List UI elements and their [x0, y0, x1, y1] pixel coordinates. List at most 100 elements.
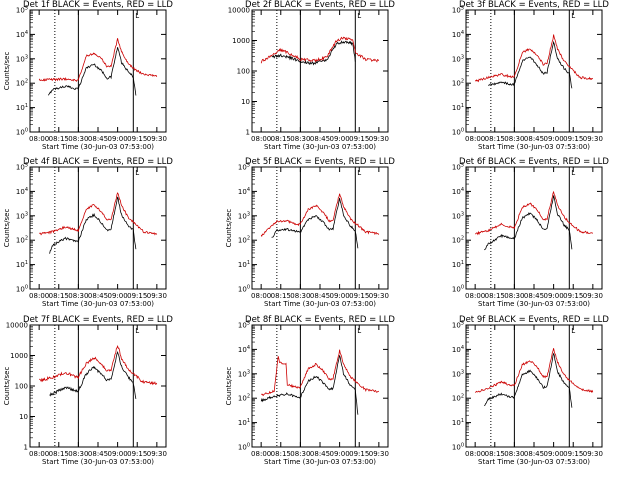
y-tick-label: 101 [452, 418, 464, 427]
x-tick-label: 08:45 [310, 450, 330, 458]
y-tick-label: 1 [246, 129, 250, 137]
x-tick-label: 09:00 [544, 292, 564, 300]
x-tick-label: 08:00 [29, 450, 49, 458]
x-tick-label: 08:00 [465, 292, 485, 300]
x-tick-label: 09:00 [108, 450, 128, 458]
y-tick-label: 10 [19, 413, 28, 421]
y-tick-label: 102 [16, 79, 28, 88]
x-tick-label: 08:30 [504, 292, 524, 300]
x-tick-label: 08:15 [271, 292, 291, 300]
y-tick-label: 104 [238, 187, 250, 196]
lld-series-line [38, 38, 158, 83]
x-tick-label: 09:15 [127, 292, 147, 300]
x-tick-label: 08:15 [271, 450, 291, 458]
x-tick-label: 08:45 [310, 292, 330, 300]
panel-title: Det 2f BLACK = Events, RED = LLD [245, 0, 395, 10]
x-tick-label: 09:00 [108, 135, 128, 143]
plot-frame [29, 324, 167, 448]
x-tick-label: 09:00 [544, 135, 564, 143]
x-tick-label: 08:45 [88, 135, 108, 143]
events-series-line [47, 47, 137, 96]
plot-frame [29, 9, 167, 133]
y-tick-label: 100 [238, 285, 250, 294]
lld-series-line [39, 192, 158, 236]
events-series-line [484, 352, 573, 408]
events-series-line [484, 195, 573, 251]
x-axis-label: Start Time (30-Jun-03 07:53:00) [42, 143, 154, 151]
y-tick-label: 103 [16, 211, 28, 220]
x-tick-label: 09:00 [330, 135, 350, 143]
x-tick-label: 08:00 [251, 292, 271, 300]
y-axis-label: Counts/sec [3, 52, 11, 91]
x-axis-label: Start Time (30-Jun-03 07:53:00) [478, 143, 590, 151]
flag-label: L [571, 327, 575, 335]
y-tick-label: 1000 [232, 37, 250, 45]
detector-panel: Det 3f BLACK = Events, RED = LLD 100 101 10… [452, 0, 610, 151]
x-tick-label: 08:30 [68, 450, 88, 458]
x-tick-label: 09:30 [583, 450, 603, 458]
y-tick-label: 102 [238, 236, 250, 245]
plot-frame [465, 166, 603, 290]
x-tick-label: 09:15 [127, 450, 147, 458]
flag-label: L [135, 327, 139, 335]
x-tick-label: 09:30 [369, 135, 389, 143]
y-tick-label: 100 [238, 443, 250, 452]
y-tick-label: 101 [16, 103, 28, 112]
x-tick-label: 08:30 [290, 450, 310, 458]
lld-series-line [260, 36, 380, 64]
y-tick-label: 102 [452, 79, 464, 88]
panel-title: Det 5f BLACK = Events, RED = LLD [245, 157, 395, 167]
y-axis-label: Counts/sec [225, 209, 233, 248]
x-tick-label: 09:30 [583, 135, 603, 143]
y-tick-label: 1000 [10, 352, 28, 360]
x-tick-label: 08:45 [524, 292, 544, 300]
flag-label: L [571, 169, 575, 177]
flag-label: L [357, 169, 361, 177]
events-series-line [49, 196, 137, 254]
x-tick-label: 09:00 [330, 450, 350, 458]
x-axis-label: Start Time (30-Jun-03 07:53:00) [264, 300, 376, 308]
x-tick-label: 09:30 [147, 292, 167, 300]
x-tick-label: 08:15 [49, 135, 69, 143]
x-tick-label: 08:30 [290, 135, 310, 143]
y-tick-label: 105 [16, 6, 28, 15]
events-series-line [487, 40, 573, 89]
y-tick-label: 104 [16, 187, 28, 196]
x-tick-label: 09:15 [349, 450, 369, 458]
y-tick-label: 105 [452, 163, 464, 172]
y-tick-label: 10 [241, 98, 250, 106]
panel-title: Det 4f BLACK = Events, RED = LLD [23, 157, 173, 167]
x-tick-label: 09:30 [583, 292, 603, 300]
lld-series-line [39, 345, 158, 386]
y-tick-label: 100 [16, 285, 28, 294]
x-tick-label: 09:15 [563, 450, 583, 458]
x-tick-label: 08:15 [49, 292, 69, 300]
x-axis-label: Start Time (30-Jun-03 07:53:00) [264, 143, 376, 151]
lld-series-line [260, 193, 380, 238]
detector-panel: Det 9f BLACK = Events, RED = LLD 100 101 10… [452, 315, 610, 466]
lld-series-line [474, 348, 594, 393]
x-tick-label: 08:00 [465, 450, 485, 458]
x-tick-label: 08:15 [485, 292, 505, 300]
y-tick-label: 102 [452, 394, 464, 403]
y-tick-label: 100 [237, 68, 250, 76]
x-tick-label: 09:15 [563, 135, 583, 143]
plot-frame [251, 324, 389, 448]
y-tick-label: 103 [238, 369, 250, 378]
plot-frame [251, 9, 389, 133]
y-tick-label: 100 [16, 128, 28, 137]
x-axis-label: Start Time (30-Jun-03 07:53:00) [42, 300, 154, 308]
lld-series-line [261, 349, 380, 397]
y-tick-label: 100 [452, 443, 464, 452]
y-tick-label: 10000 [6, 322, 28, 330]
x-tick-label: 08:00 [465, 135, 485, 143]
y-tick-label: 101 [238, 418, 250, 427]
y-tick-label: 104 [452, 345, 464, 354]
x-tick-label: 08:30 [68, 292, 88, 300]
detector-panel: Det 6f BLACK = Events, RED = LLD 100 101 10… [452, 157, 610, 308]
x-tick-label: 08:30 [68, 135, 88, 143]
y-tick-label: 102 [452, 236, 464, 245]
x-tick-label: 09:00 [108, 292, 128, 300]
events-series-line [260, 355, 359, 415]
